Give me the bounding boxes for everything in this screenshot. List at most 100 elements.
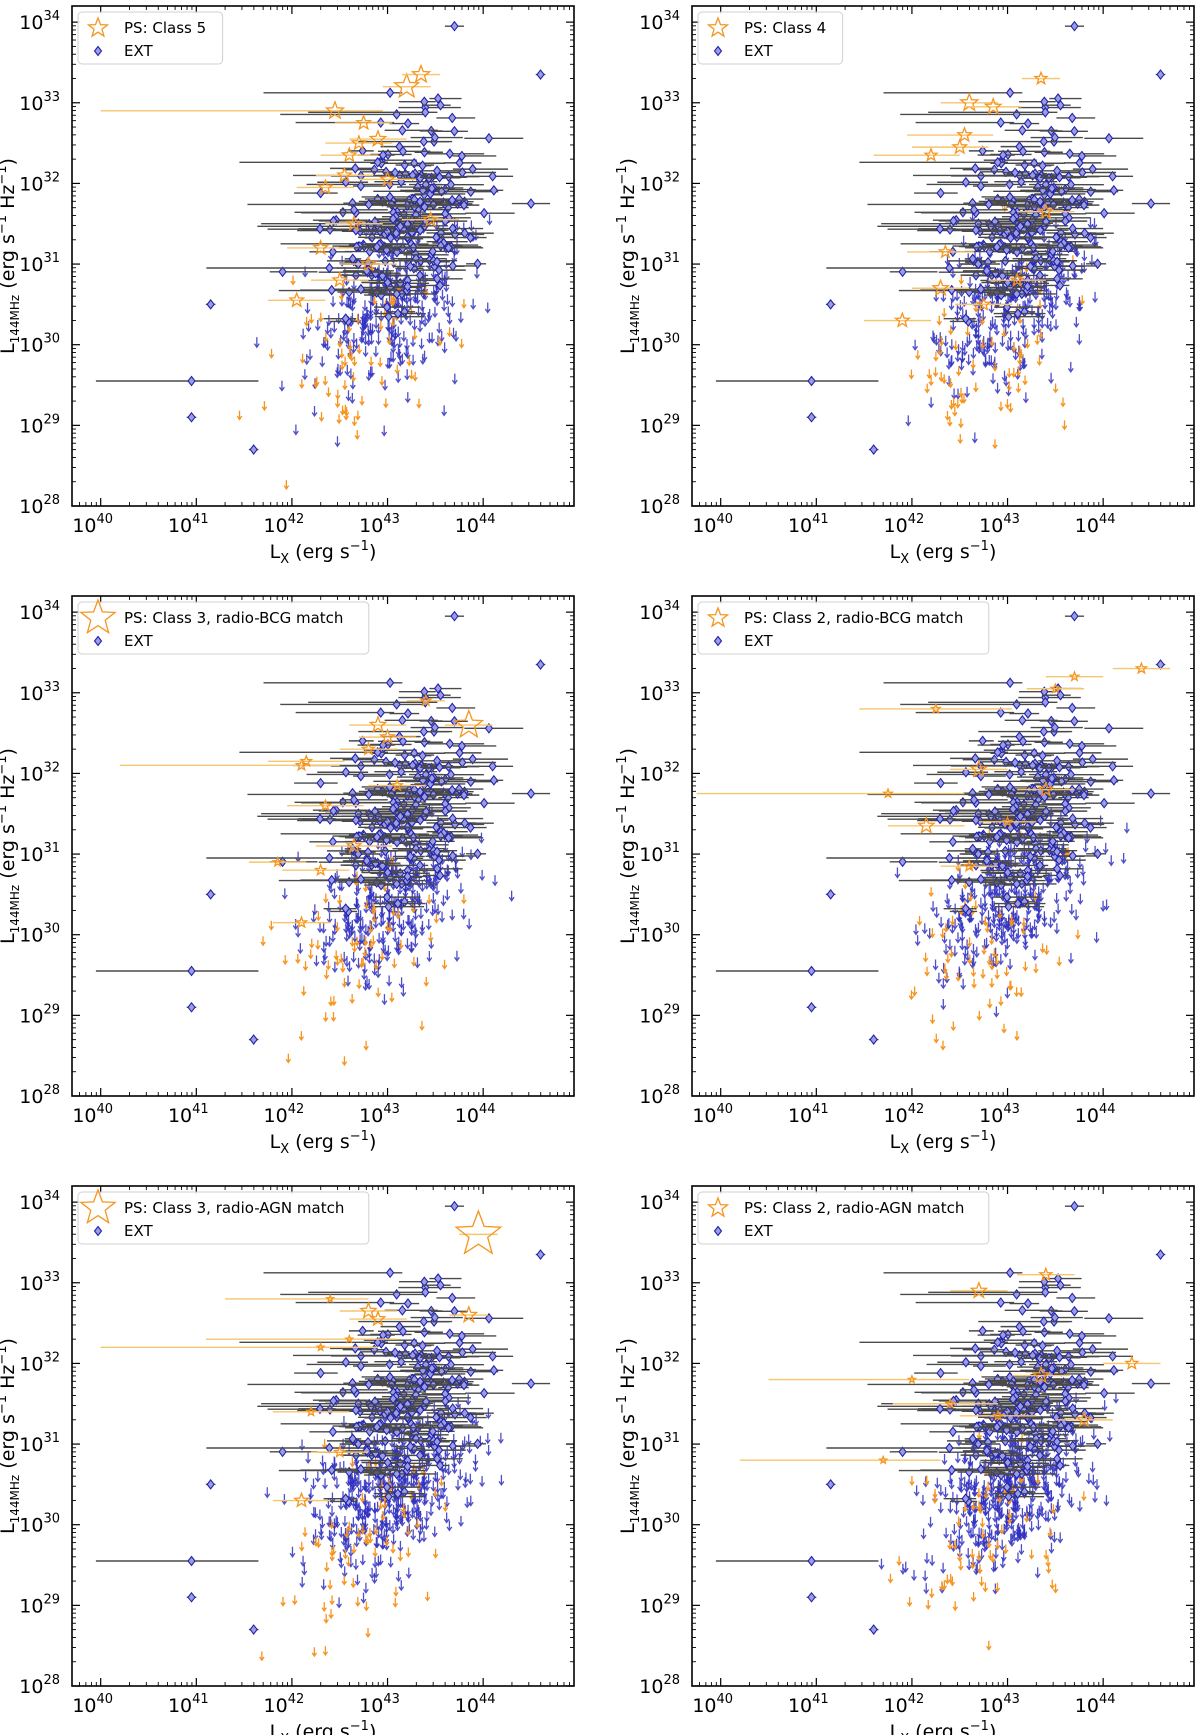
x-axis-label: LX (erg s−1) [270, 1129, 377, 1157]
ps-point [1037, 202, 1055, 219]
ps-upper-limit [299, 353, 306, 364]
ps-upper-limit [1008, 980, 1014, 991]
ps-upper-limit [261, 401, 268, 412]
panel-middle-right: 1040 1041 1042 1043 104410281029103010311032… [615, 595, 1195, 1157]
ps-point [893, 311, 911, 328]
ext-point [1016, 810, 1025, 822]
ext-upper-limit [337, 334, 344, 347]
ps-upper-limit [423, 286, 429, 297]
ps-upper-limit [356, 344, 362, 355]
ext-point [869, 444, 878, 455]
ext-upper-limit [986, 886, 993, 898]
ext-point [352, 241, 361, 253]
ext-upper-limit [427, 875, 434, 887]
ext-upper-limit [926, 928, 933, 940]
ext-upper-limit [324, 323, 331, 335]
ext-upper-limit [297, 943, 304, 955]
ext-upper-limit [414, 293, 421, 305]
ext-upper-limit [991, 885, 998, 897]
y-tick-label: 1029 [19, 1002, 60, 1027]
ext-point [388, 803, 398, 815]
ext-point [536, 659, 545, 670]
ext-point [406, 851, 415, 862]
ext-point [536, 69, 545, 80]
ps-point [975, 296, 992, 312]
ext-point [1006, 232, 1015, 244]
ext-upper-limit [319, 356, 326, 368]
ext-upper-limit [396, 349, 403, 361]
ext-point [450, 715, 459, 727]
ps-upper-limit [282, 955, 288, 966]
ext-point [947, 874, 956, 886]
ext-upper-limit [441, 300, 448, 312]
ext-upper-limit [365, 335, 372, 347]
ext-point [373, 746, 382, 758]
ext-point [406, 261, 415, 272]
ext-upper-limit [1068, 952, 1074, 964]
ps-upper-limit [419, 1020, 425, 1031]
ext-upper-limit [955, 388, 961, 400]
legend-label-ps: PS: Class 3, radio-BCG match [124, 609, 343, 627]
ext-point [396, 810, 405, 822]
ext-point [1156, 69, 1165, 80]
ext-point [415, 269, 425, 281]
ext-point [489, 774, 499, 786]
ps-upper-limit [981, 945, 987, 956]
ps-upper-limit [908, 369, 915, 380]
ext-point [466, 186, 475, 198]
ps-upper-limit [411, 956, 417, 967]
ext-point [1099, 797, 1109, 809]
ps-upper-limit [998, 401, 1004, 412]
ext-upper-limit [1035, 886, 1042, 898]
ext-point [1146, 198, 1156, 209]
ext-point [1070, 125, 1079, 137]
ext-upper-limit [366, 889, 373, 901]
ext-upper-limit [994, 848, 1000, 860]
legend: PS: Class 4 EXT [697, 11, 844, 65]
ext-upper-limit [955, 344, 962, 356]
ps-point [951, 138, 969, 155]
ext-upper-limit [354, 898, 361, 911]
ext-point [1035, 196, 1045, 208]
ps-upper-limit [375, 987, 381, 998]
ext-upper-limit [439, 911, 446, 923]
ext-upper-limit [345, 920, 352, 933]
ext-upper-limit [1022, 392, 1029, 404]
ps-upper-limit [308, 313, 315, 324]
ext-upper-limit [1044, 317, 1051, 330]
ps-upper-limit [354, 936, 360, 947]
y-tick-label: 1034 [19, 9, 60, 34]
ext-point [1040, 736, 1049, 748]
ext-point [386, 232, 395, 244]
y-tick-label: 1032 [639, 170, 680, 195]
ps-upper-limit [412, 330, 418, 341]
ext-upper-limit [382, 379, 388, 391]
ext-point [428, 245, 437, 257]
ext-point [993, 746, 1002, 758]
ext-point [434, 264, 444, 276]
x-tick-label: 1042 [884, 512, 925, 537]
ext-upper-limit [971, 888, 978, 900]
ext-point [400, 159, 409, 171]
ext-point [1079, 789, 1089, 801]
ext-point [1016, 766, 1026, 778]
ext-point [382, 834, 391, 846]
ps-upper-limit [976, 1010, 983, 1021]
x-tick-label: 1040 [692, 512, 733, 537]
ext-point [432, 256, 442, 268]
ps-upper-limit [383, 398, 389, 409]
plot-area [95, 610, 551, 1067]
ext-upper-limit [429, 332, 436, 344]
ext-upper-limit [940, 978, 947, 990]
ext-upper-limit [368, 333, 375, 346]
ext-point [419, 136, 429, 147]
ext-point [396, 766, 406, 778]
ps-upper-limit [980, 969, 986, 979]
ext-upper-limit [375, 334, 382, 346]
ext-point [1040, 96, 1049, 108]
ext-point [990, 164, 999, 176]
ext-point [1052, 846, 1062, 858]
y-axis-label: L144MHz (erg s−1 Hz−1) [0, 748, 22, 944]
ext-upper-limit [357, 923, 363, 935]
legend-label-ext: EXT [744, 42, 773, 60]
